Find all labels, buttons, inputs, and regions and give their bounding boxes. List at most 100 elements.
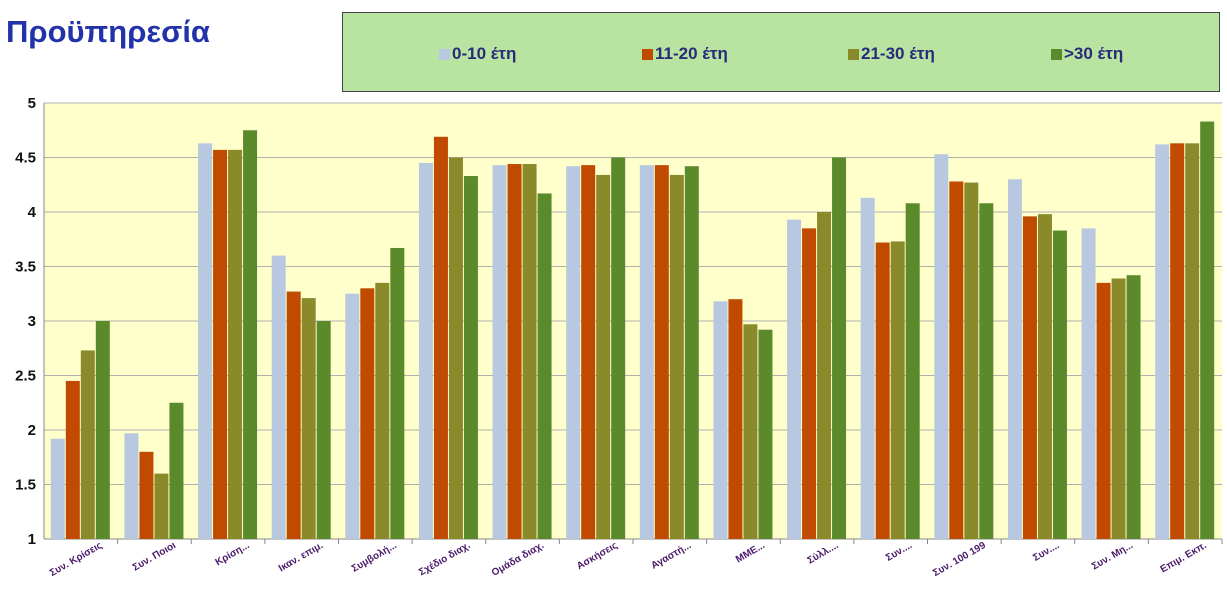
legend-label-1: 11-20 έτη xyxy=(655,44,728,63)
bar xyxy=(213,149,228,539)
x-tick-label: Ασκήσεις xyxy=(575,540,620,572)
y-tick-label: 1.5 xyxy=(15,477,36,494)
x-tick-label: Κρίση... xyxy=(214,540,252,568)
bar xyxy=(949,181,964,540)
page-title: Προϋπηρεσία xyxy=(6,14,210,49)
bar xyxy=(228,149,243,539)
bar xyxy=(507,164,522,540)
bar xyxy=(1081,228,1096,539)
legend-swatch-2 xyxy=(848,48,859,60)
bar xyxy=(684,166,699,539)
bar xyxy=(787,219,802,539)
bar xyxy=(139,451,154,539)
legend-item-3: >30 έτη xyxy=(1051,44,1123,64)
bar xyxy=(713,301,728,539)
bar xyxy=(360,288,375,539)
bar xyxy=(1111,278,1126,539)
bar xyxy=(492,165,507,539)
y-tick-label: 4 xyxy=(28,204,37,221)
bar xyxy=(639,165,654,539)
bar xyxy=(463,176,478,539)
bar xyxy=(271,255,286,539)
bar xyxy=(596,174,611,539)
bar xyxy=(154,473,169,539)
bar xyxy=(1037,214,1052,539)
bar xyxy=(964,182,979,539)
bar xyxy=(1200,121,1215,539)
x-tick-label: Συν. Ποιοι xyxy=(131,540,178,574)
legend-swatch-1 xyxy=(642,48,653,60)
y-tick-label: 3.5 xyxy=(15,259,36,276)
bar xyxy=(611,157,626,539)
x-tick-label: Ικαν. επιμ. xyxy=(277,540,325,574)
x-tick-label: Σχέδιο διαχ. xyxy=(417,540,473,578)
bar xyxy=(124,433,139,539)
x-tick-label: Επιμ. Εκπ. xyxy=(1159,540,1209,575)
bar xyxy=(169,402,184,539)
x-tick-label: Συν. 100 199 xyxy=(931,540,988,579)
bar xyxy=(50,438,65,539)
bar xyxy=(301,298,316,539)
bar xyxy=(1022,216,1037,540)
bar xyxy=(875,242,890,539)
x-tick-label: Συμβολή... xyxy=(350,540,399,575)
x-tick-label: Σύλλ.... xyxy=(806,540,841,567)
bar xyxy=(316,321,331,539)
bar xyxy=(1096,282,1111,539)
bar xyxy=(566,166,581,539)
y-tick-label: 2.5 xyxy=(15,368,36,385)
bar xyxy=(448,157,463,539)
bar xyxy=(1155,144,1170,540)
bar xyxy=(743,324,758,539)
legend-item-2: 21-30 έτη xyxy=(848,44,935,64)
bar xyxy=(522,164,537,540)
bar xyxy=(890,241,905,539)
legend-label-0: 0-10 έτη xyxy=(452,44,517,63)
bar xyxy=(433,136,448,540)
x-tick-label: Συν.... xyxy=(884,540,914,564)
bar xyxy=(80,350,95,539)
bar xyxy=(1126,275,1141,539)
bar xyxy=(1170,143,1185,539)
legend-item-0: 0-10 έτη xyxy=(439,44,516,64)
bar xyxy=(860,197,875,539)
x-tick-label: ΜΜΕ... xyxy=(734,540,767,565)
x-tick-label: Συν. Μη... xyxy=(1090,540,1135,572)
bar xyxy=(345,293,360,539)
bar xyxy=(1185,143,1200,539)
y-tick-label: 3 xyxy=(28,313,36,330)
chart-legend: 0-10 έτη 11-20 έτη 21-30 έτη >30 έτη xyxy=(342,12,1220,92)
bar xyxy=(1007,179,1022,540)
x-tick-label: Αγαστή... xyxy=(649,540,693,572)
x-tick-label: Συν. Κρίσεις xyxy=(48,540,104,579)
bar xyxy=(758,329,773,539)
bar xyxy=(934,154,949,540)
legend-swatch-0 xyxy=(439,48,450,60)
bar xyxy=(286,291,301,539)
bar xyxy=(817,212,832,539)
legend-label-3: >30 έτη xyxy=(1064,44,1124,63)
bar xyxy=(537,193,552,539)
bar xyxy=(905,203,920,539)
bar xyxy=(802,228,817,539)
y-tick-label: 2 xyxy=(28,422,36,439)
bar xyxy=(654,165,669,539)
bar xyxy=(390,247,405,539)
bar xyxy=(669,174,684,539)
y-tick-label: 4.5 xyxy=(15,150,36,167)
bar xyxy=(95,321,110,539)
bar xyxy=(198,143,213,539)
bar xyxy=(375,282,390,539)
bar xyxy=(979,203,994,539)
bar xyxy=(418,162,433,539)
legend-label-2: 21-30 έτη xyxy=(861,44,935,63)
y-tick-label: 5 xyxy=(28,95,36,112)
legend-swatch-3 xyxy=(1051,48,1062,60)
x-tick-label: Συν.... xyxy=(1031,540,1061,564)
legend-item-1: 11-20 έτη xyxy=(642,44,728,64)
bar xyxy=(728,299,743,539)
x-tick-label: Ομάδα διαχ. xyxy=(490,540,546,579)
bar xyxy=(1052,230,1067,539)
bar xyxy=(581,165,596,539)
